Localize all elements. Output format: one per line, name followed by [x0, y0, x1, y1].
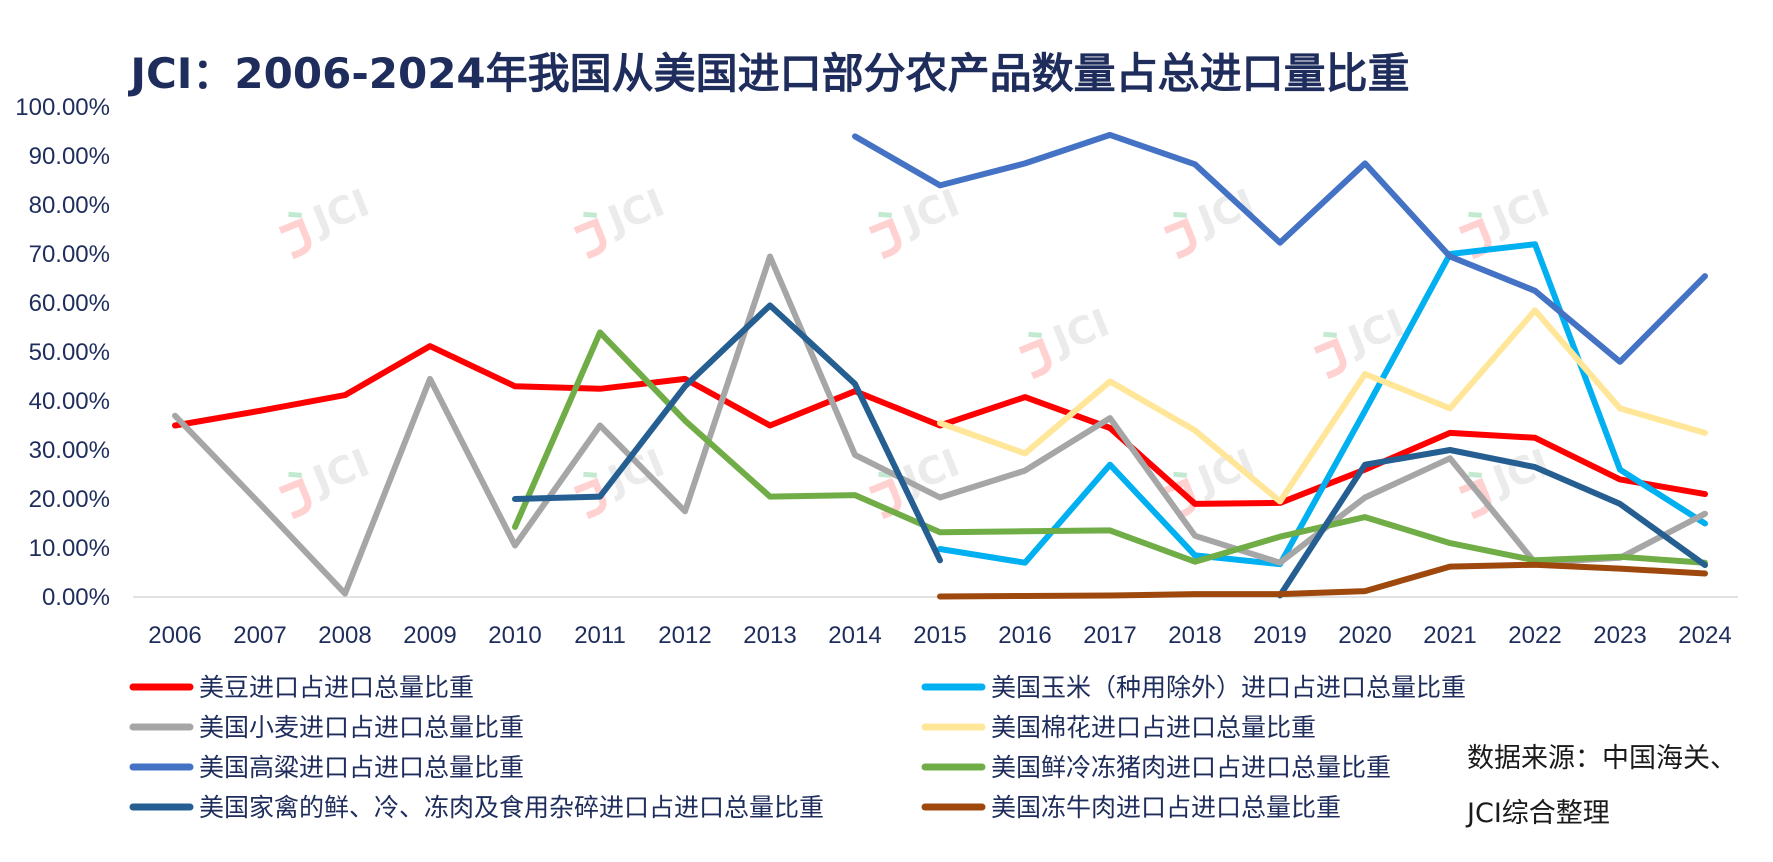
- x-axis: 2006 2007 2008 2009 2010 2011 2012 2013 2014 2015…: [148, 622, 1731, 649]
- x-tick-label: 2015: [913, 622, 966, 649]
- legend-label: 美国高粱进口占进口总量比重: [199, 753, 524, 782]
- y-tick-label: 20.00%: [29, 486, 110, 513]
- y-tick-label: 80.00%: [29, 192, 110, 219]
- legend-item: 美国高粱进口占进口总量比重: [129, 753, 524, 782]
- series-line: [512, 329, 1708, 566]
- y-tick-label: 50.00%: [29, 339, 110, 366]
- y-tick-label: 10.00%: [29, 535, 110, 562]
- series-line: [512, 302, 943, 564]
- watermark-text: JCI: [304, 180, 375, 243]
- x-tick-label: 2017: [1083, 622, 1136, 649]
- legend-item: 美国小麦进口占进口总量比重: [129, 713, 524, 742]
- watermark-text: JCI: [304, 440, 375, 503]
- legend-label: 美国冻牛肉进口占进口总量比重: [991, 793, 1341, 822]
- series-4: [937, 307, 1708, 505]
- legend-label: 美豆进口占进口总量比重: [199, 673, 474, 702]
- series-5: [852, 131, 1708, 365]
- x-tick-label: 2007: [233, 622, 286, 649]
- x-tick-label: 2022: [1508, 622, 1561, 649]
- x-tick-label: 2014: [828, 622, 881, 649]
- y-tick-label: 90.00%: [29, 143, 110, 170]
- x-tick-label: 2012: [658, 622, 711, 649]
- series-line: [172, 253, 1708, 597]
- legend-label: 美国家禽的鲜、冷、冻肉及食用杂碎进口占进口总量比重: [199, 793, 824, 822]
- series-line: [937, 307, 1708, 505]
- series-lines: [172, 131, 1708, 600]
- x-tick-label: 2009: [403, 622, 456, 649]
- legend-item: 美国家禽的鲜、冷、冻肉及食用杂碎进口占进口总量比重: [129, 793, 824, 822]
- watermark-text: JCI: [1484, 180, 1555, 243]
- watermark-logo: JCI: [868, 180, 966, 260]
- watermark-text: JCI: [1044, 300, 1115, 363]
- x-tick-label: 2021: [1423, 622, 1476, 649]
- series-8: [937, 561, 1708, 600]
- legend-item: 美国鲜冷冻猪肉进口占进口总量比重: [921, 753, 1391, 782]
- chart-title: JCI：2006-2024年我国从美国进口部分农产品数量占总进口量比重: [127, 49, 1409, 98]
- legend-item: 美国棉花进口占进口总量比重: [921, 713, 1316, 742]
- watermark-text: JCI: [894, 180, 965, 243]
- y-tick-label: 0.00%: [42, 584, 110, 611]
- x-tick-label: 2020: [1338, 622, 1391, 649]
- source-note-line2: JCI综合整理: [1465, 798, 1610, 829]
- x-tick-label: 2006: [148, 622, 201, 649]
- x-tick-label: 2018: [1168, 622, 1221, 649]
- y-tick-label: 70.00%: [29, 241, 110, 268]
- legend-label: 美国玉米（种用除外）进口占进口总量比重: [991, 673, 1466, 702]
- series-7: [512, 302, 1708, 599]
- x-tick-label: 2024: [1678, 622, 1731, 649]
- watermark-text: JCI: [1189, 440, 1260, 503]
- x-tick-label: 2008: [318, 622, 371, 649]
- series-line: [937, 241, 1708, 568]
- watermark-logo: JCI: [278, 440, 376, 520]
- watermark-logo: JCI: [278, 180, 376, 260]
- source-note-line1: 数据来源：中国海关、: [1467, 743, 1737, 774]
- series-line: [852, 131, 1708, 365]
- x-tick-label: 2013: [743, 622, 796, 649]
- y-tick-label: 100.00%: [15, 94, 110, 121]
- watermark-logo: JCI: [1018, 300, 1116, 380]
- legend-item: 美国玉米（种用除外）进口占进口总量比重: [921, 673, 1466, 702]
- watermark-logo: JCI: [1163, 180, 1261, 260]
- y-tick-label: 30.00%: [29, 437, 110, 464]
- x-tick-label: 2019: [1253, 622, 1306, 649]
- watermark-logo: JCI: [573, 180, 671, 260]
- series-line: [1277, 447, 1708, 599]
- x-tick-label: 2016: [998, 622, 1051, 649]
- series-line: [937, 561, 1708, 600]
- x-tick-label: 2023: [1593, 622, 1646, 649]
- legend-label: 美国小麦进口占进口总量比重: [199, 713, 524, 742]
- watermark-text: JCI: [599, 180, 670, 243]
- x-tick-label: 2010: [488, 622, 541, 649]
- legend-label: 美国鲜冷冻猪肉进口占进口总量比重: [991, 753, 1391, 782]
- x-tick-label: 2011: [574, 622, 626, 649]
- y-tick-label: 60.00%: [29, 290, 110, 317]
- watermark-logo: JCI: [1313, 300, 1411, 380]
- y-tick-label: 40.00%: [29, 388, 110, 415]
- legend-item: 美豆进口占进口总量比重: [129, 673, 474, 702]
- legend: 美豆进口占进口总量比重 美国玉米（种用除外）进口占进口总量比重美国小麦进口占进口总…: [129, 673, 1466, 822]
- legend-label: 美国棉花进口占进口总量比重: [991, 713, 1316, 742]
- y-axis: 0.00% 10.00% 20.00% 30.00% 40.00% 50.00% 60.00…: [15, 94, 110, 611]
- legend-item: 美国冻牛肉进口占进口总量比重: [921, 793, 1341, 822]
- series-2: [937, 241, 1708, 568]
- watermark-text: JCI: [1339, 300, 1410, 363]
